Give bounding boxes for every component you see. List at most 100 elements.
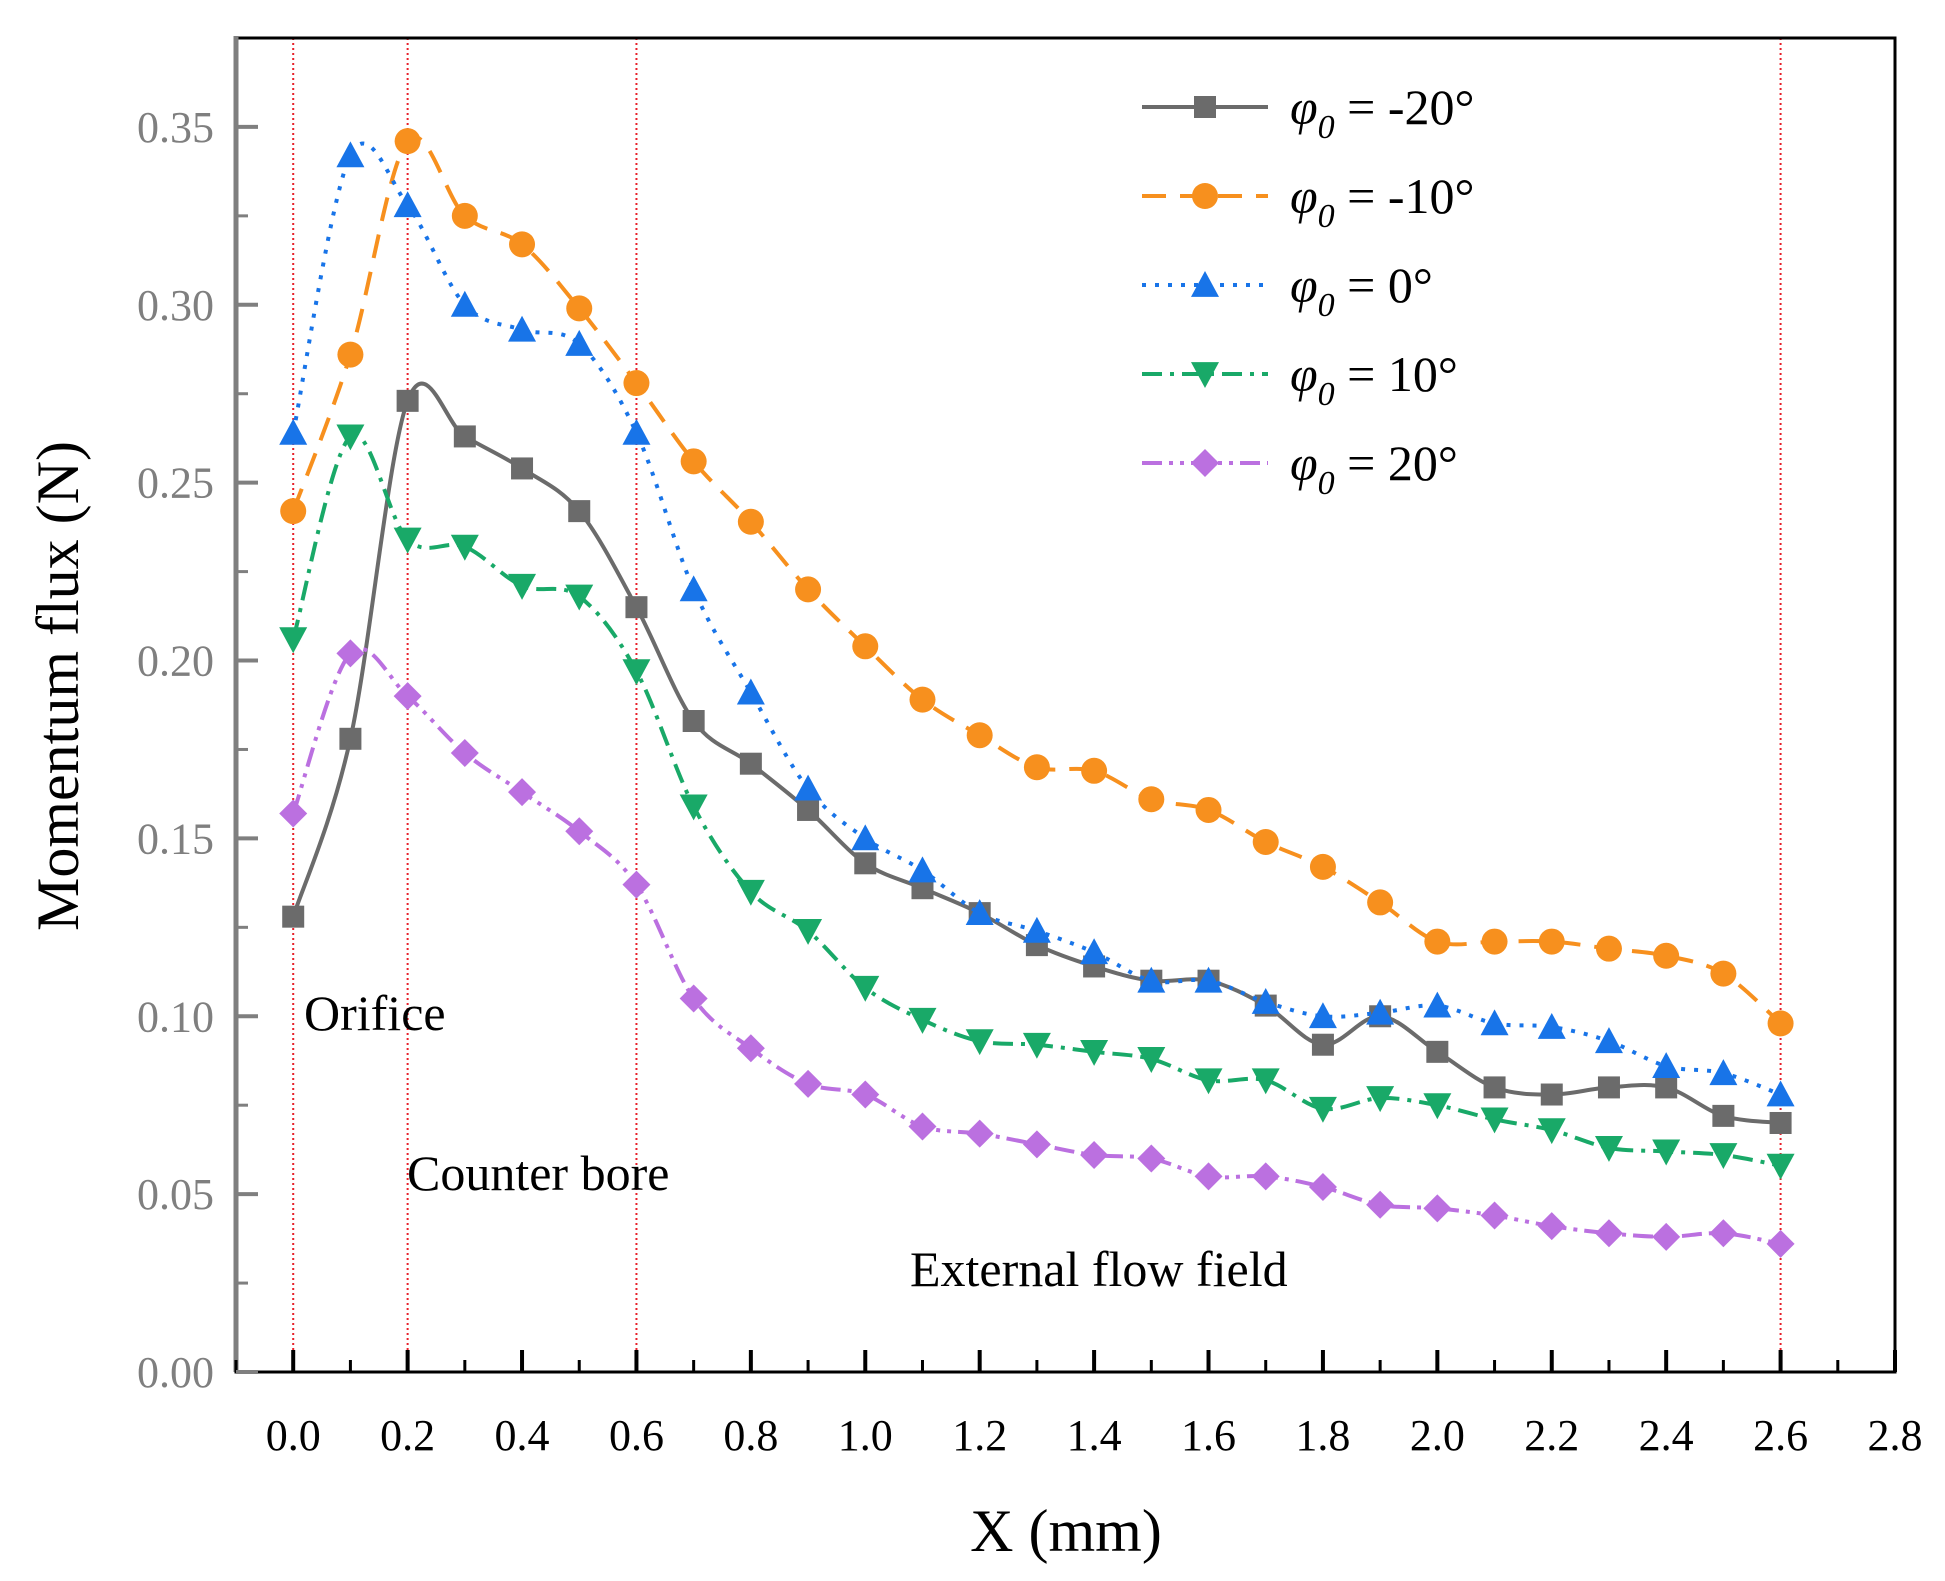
data-point <box>1251 988 1280 1014</box>
data-point <box>1311 1033 1334 1056</box>
data-point <box>450 534 479 561</box>
data-point <box>1537 1118 1566 1145</box>
data-point <box>1022 1130 1051 1159</box>
data-point <box>508 778 537 807</box>
data-point <box>908 1007 937 1034</box>
data-point <box>852 633 879 660</box>
data-point <box>854 852 877 875</box>
legend-label: φ0 = 0° <box>1290 257 1433 324</box>
legend-entry-2: φ0 = 0° <box>1142 257 1433 324</box>
legend-label: φ0 = 10° <box>1290 346 1458 413</box>
x-tick-label: 1.4 <box>1067 1411 1122 1460</box>
data-point <box>794 1069 823 1098</box>
data-point <box>1709 1059 1738 1086</box>
region-label-orifice: Orifice <box>304 985 446 1041</box>
legend-entry-1: φ0 = -10° <box>1142 168 1475 235</box>
legend-subscript: 0 <box>1318 287 1335 324</box>
data-point <box>1252 828 1279 855</box>
data-point <box>565 584 594 611</box>
legend-subscript: 0 <box>1318 376 1335 413</box>
data-point <box>909 686 936 713</box>
data-point <box>1423 1093 1452 1120</box>
data-point <box>565 329 594 356</box>
region-label-external-flow-field: External flow field <box>910 1241 1288 1297</box>
legend-symbol: φ <box>1290 346 1318 402</box>
data-point <box>1309 853 1336 880</box>
data-point <box>279 799 308 828</box>
y-tick-label: 0.10 <box>137 992 214 1041</box>
data-point <box>1709 1143 1738 1170</box>
legend-subscript: 0 <box>1318 198 1335 235</box>
y-tick-label: 0.20 <box>137 637 214 686</box>
legend-symbol: φ <box>1290 79 1318 135</box>
x-tick-label: 0.4 <box>495 1411 550 1460</box>
data-point <box>739 752 762 775</box>
data-point <box>450 290 479 317</box>
legend-marker <box>1191 271 1219 297</box>
data-point <box>1480 1201 1509 1230</box>
legend-symbol: φ <box>1290 435 1318 491</box>
data-point <box>679 984 708 1013</box>
data-point <box>622 418 651 445</box>
data-point <box>1537 1012 1566 1039</box>
data-point <box>625 596 648 619</box>
data-point <box>1194 1068 1223 1095</box>
data-point <box>1137 1047 1166 1073</box>
data-point <box>622 659 651 686</box>
data-point <box>451 202 478 229</box>
data-point <box>339 727 362 750</box>
legend-entry-4: φ0 = 20° <box>1142 435 1458 502</box>
data-point <box>566 295 593 322</box>
y-tick-label: 0.30 <box>137 281 214 330</box>
x-tick-label: 2.6 <box>1753 1411 1808 1460</box>
data-point <box>965 899 994 926</box>
data-point <box>1367 889 1394 916</box>
data-point <box>337 341 364 368</box>
data-point <box>1481 928 1508 955</box>
y-tick-label: 0.15 <box>137 814 214 863</box>
legend-value: = 10° <box>1335 346 1458 402</box>
legend-value: = 20° <box>1335 435 1458 491</box>
data-point <box>851 975 880 1002</box>
data-point <box>797 798 820 821</box>
data-point <box>511 457 534 480</box>
data-point <box>1653 942 1680 969</box>
data-point <box>965 1119 994 1148</box>
data-point <box>1308 1173 1337 1202</box>
data-point <box>966 722 993 749</box>
data-point <box>1595 935 1622 962</box>
data-point <box>1195 796 1222 823</box>
data-point <box>1308 1002 1337 1029</box>
data-point <box>336 639 365 668</box>
data-point <box>680 448 707 475</box>
data-point <box>1537 1212 1566 1241</box>
data-point <box>509 231 536 258</box>
data-point <box>565 817 594 846</box>
legend-label: φ0 = -20° <box>1290 79 1475 146</box>
legend-label: φ0 = 20° <box>1290 435 1458 502</box>
data-point <box>1080 1039 1109 1066</box>
data-point <box>1480 1009 1509 1036</box>
legend-value: = 0° <box>1335 257 1433 313</box>
data-point <box>682 710 705 733</box>
data-point <box>1483 1076 1506 1099</box>
data-point <box>1769 1111 1792 1134</box>
legend-value: = -10° <box>1335 168 1475 224</box>
x-tick-label: 1.8 <box>1295 1411 1350 1460</box>
data-point <box>1194 1162 1223 1191</box>
data-point <box>450 739 479 768</box>
data-point <box>1022 1032 1051 1059</box>
data-point <box>1652 1222 1681 1251</box>
legend: φ0 = -20°φ0 = -10°φ0 = 0°φ0 = 10°φ0 = 20… <box>1142 79 1475 502</box>
data-point <box>279 627 308 654</box>
data-point <box>508 315 537 342</box>
x-tick-label: 0.0 <box>266 1411 321 1460</box>
data-point <box>1594 1219 1623 1248</box>
x-axis-label: X (mm) <box>970 1498 1162 1564</box>
data-point <box>737 508 764 535</box>
data-point <box>1137 966 1166 993</box>
data-point <box>279 418 308 445</box>
data-point <box>908 856 937 883</box>
legend-marker <box>1191 449 1219 477</box>
x-tick-label: 0.6 <box>609 1411 664 1460</box>
